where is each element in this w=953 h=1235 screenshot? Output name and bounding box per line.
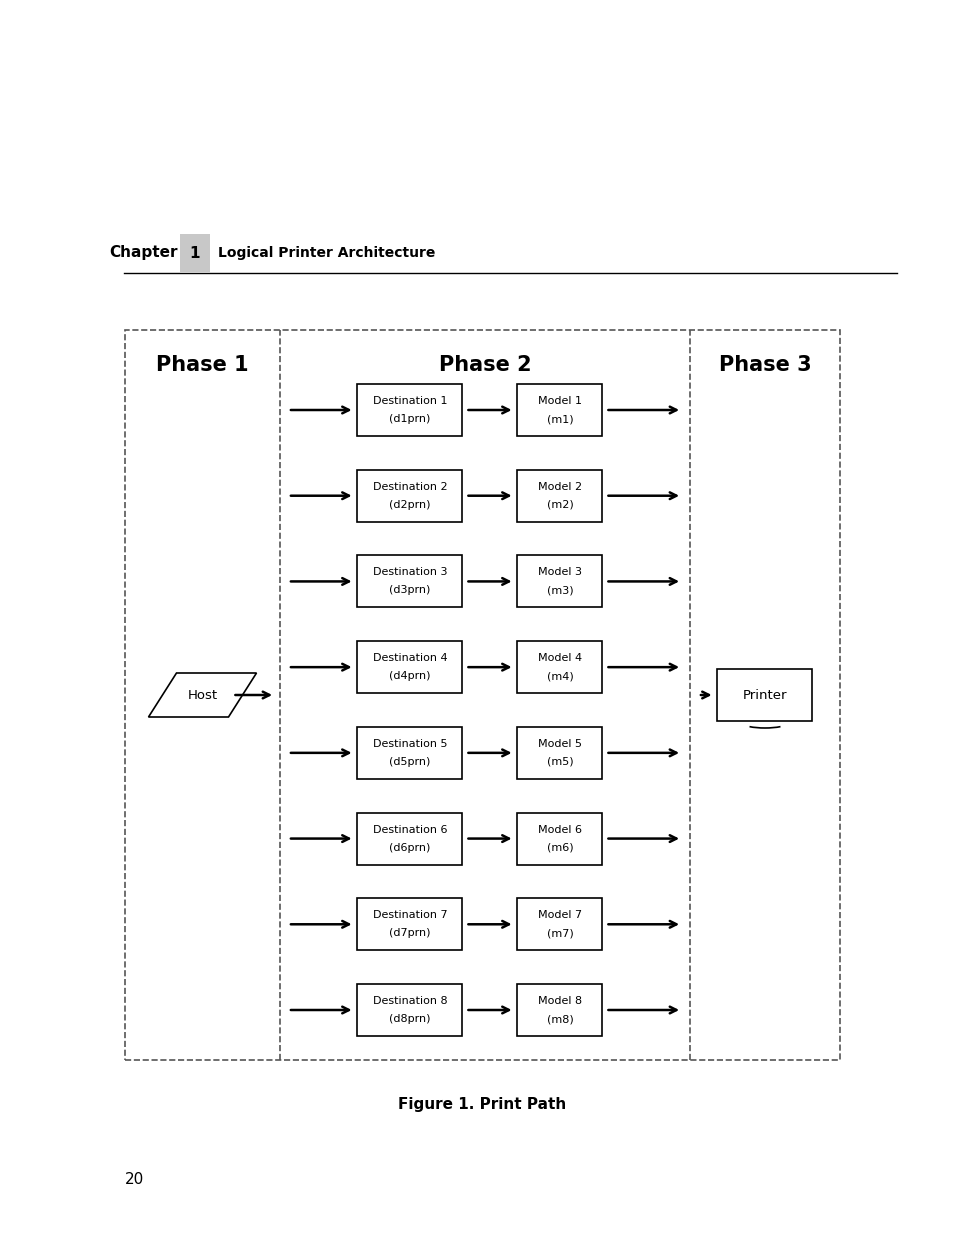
Text: (m2): (m2) [546,500,573,510]
Text: (d7prn): (d7prn) [389,929,431,939]
Text: Destination 4: Destination 4 [373,653,447,663]
Bar [517,727,602,779]
Bar [517,813,602,864]
Text: (d1prn): (d1prn) [389,414,430,424]
Text: (m5): (m5) [546,757,573,767]
Text: 20: 20 [125,1172,144,1188]
Polygon shape [149,673,256,718]
Bar [517,641,602,693]
Bar [125,330,840,1060]
Text: Destination 5: Destination 5 [373,739,447,748]
Bar [357,727,462,779]
Text: (d4prn): (d4prn) [389,671,431,682]
Text: Model 3: Model 3 [537,567,581,578]
Text: Phase 3: Phase 3 [718,354,810,375]
Bar [357,556,462,608]
Bar [517,556,602,608]
Bar [717,669,812,721]
Text: Model 8: Model 8 [537,995,581,1007]
Text: Phase 2: Phase 2 [438,354,531,375]
Bar [357,469,462,521]
Text: Destination 6: Destination 6 [373,825,447,835]
Bar [517,469,602,521]
Text: (d5prn): (d5prn) [389,757,430,767]
Bar [357,384,462,436]
Text: Destination 3: Destination 3 [373,567,447,578]
Text: Host: Host [187,688,217,701]
Text: Printer: Printer [742,688,786,701]
Bar [517,384,602,436]
Text: Chapter: Chapter [110,245,178,261]
Bar [357,641,462,693]
Bar [357,898,462,950]
Text: Destination 8: Destination 8 [373,995,447,1007]
Text: Model 7: Model 7 [537,910,581,920]
Text: Model 5: Model 5 [537,739,581,748]
Text: (m7): (m7) [546,929,573,939]
Text: (m1): (m1) [546,414,573,424]
Bar [357,813,462,864]
Text: (m4): (m4) [546,671,573,682]
Text: (d6prn): (d6prn) [389,842,430,852]
Text: Phase 1: Phase 1 [156,354,249,375]
Text: 1: 1 [190,246,200,261]
Text: (d2prn): (d2prn) [389,500,431,510]
Text: (d8prn): (d8prn) [389,1014,431,1024]
Bar [180,233,210,272]
Bar [517,984,602,1036]
Bar [517,898,602,950]
Text: (d3prn): (d3prn) [389,585,430,595]
Text: Destination 1: Destination 1 [373,396,447,406]
Text: (m8): (m8) [546,1014,573,1024]
Text: Model 1: Model 1 [537,396,581,406]
Text: Model 6: Model 6 [537,825,581,835]
Text: Destination 2: Destination 2 [373,482,447,492]
Text: Logical Printer Architecture: Logical Printer Architecture [218,246,435,261]
Text: Figure 1. Print Path: Figure 1. Print Path [398,1098,566,1113]
Text: Model 2: Model 2 [537,482,581,492]
Text: Model 4: Model 4 [537,653,581,663]
Text: Destination 7: Destination 7 [373,910,447,920]
Text: (m6): (m6) [546,842,573,852]
Text: (m3): (m3) [546,585,573,595]
Bar [357,984,462,1036]
